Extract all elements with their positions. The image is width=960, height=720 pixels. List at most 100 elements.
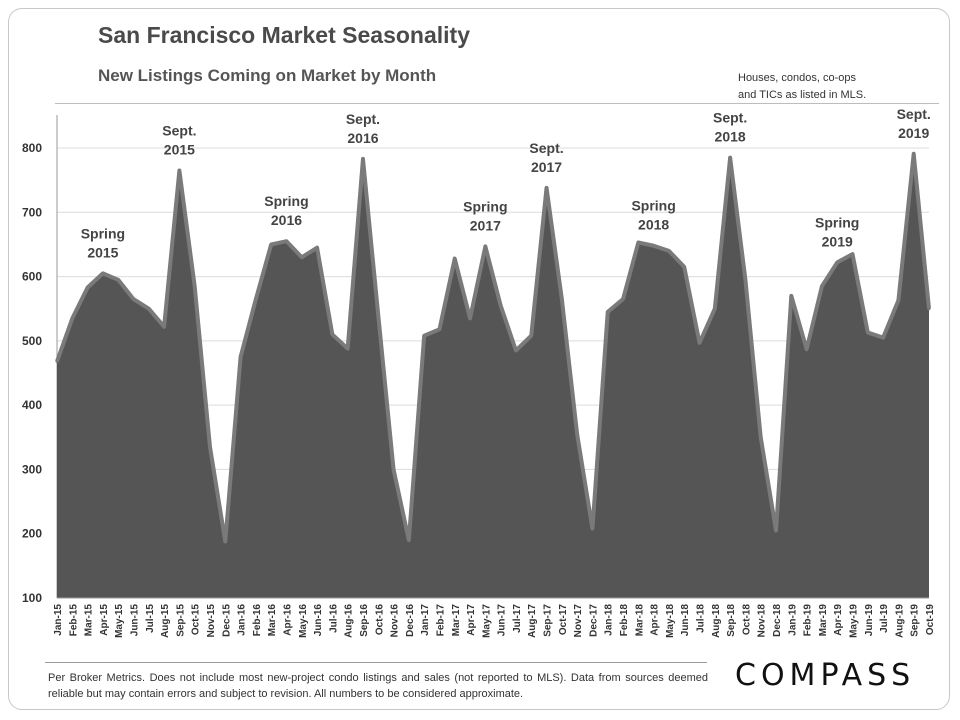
footer-divider xyxy=(45,662,707,663)
x-tick-label-Apr-18: Apr-18 xyxy=(650,604,661,636)
listings-area xyxy=(57,153,929,599)
data-point-Dec-18 xyxy=(774,529,778,532)
x-tick-label-Jun-17: Jun-17 xyxy=(497,604,508,637)
x-tick-label-Aug-18: Aug-18 xyxy=(711,604,722,638)
annotation-Sep-15-line-1: Sept. xyxy=(162,123,196,139)
x-tick-label-Jan-17: Jan-17 xyxy=(420,604,431,636)
x-tick-label-Jul-17: Jul-17 xyxy=(512,604,523,633)
chart-subtitle: New Listings Coming on Market by Month xyxy=(98,66,437,85)
y-tick-label-600: 600 xyxy=(22,270,42,284)
data-point-Sep-18 xyxy=(728,156,732,160)
data-point-Apr-16 xyxy=(284,239,288,243)
x-tick-label-Oct-15: Oct-15 xyxy=(191,604,202,636)
data-point-Jun-19 xyxy=(866,331,870,334)
data-point-Feb-17 xyxy=(437,327,441,331)
x-tick-label-May-16: May-16 xyxy=(298,604,309,638)
x-tick-label-Sep-18: Sep-18 xyxy=(726,604,737,637)
x-tick-label-Jul-18: Jul-18 xyxy=(696,604,707,633)
annotation-Sep-17-line-1: Sept. xyxy=(529,140,563,156)
data-point-Nov-15 xyxy=(208,445,212,449)
data-point-Mar-19 xyxy=(820,284,824,288)
x-tick-label-Feb-19: Feb-19 xyxy=(803,604,814,637)
annotation-Sep-17-line-2: 2017 xyxy=(531,159,562,175)
annotation-Apr-18-line-1: Spring xyxy=(631,198,675,214)
data-point-Aug-16 xyxy=(346,347,350,351)
x-tick-label-May-15: May-15 xyxy=(114,604,125,638)
annotation-Sep-16-line-2: 2016 xyxy=(347,130,378,146)
data-point-Feb-19 xyxy=(805,347,809,351)
data-point-Sep-19 xyxy=(912,152,916,156)
annotation-Apr-15-line-2: 2015 xyxy=(87,244,118,260)
x-tick-label-Oct-18: Oct-18 xyxy=(741,604,752,636)
compass-logo: COMPASS xyxy=(735,658,916,693)
y-tick-label-500: 500 xyxy=(22,334,42,348)
x-tick-label-May-18: May-18 xyxy=(665,604,676,638)
data-point-Nov-18 xyxy=(759,435,763,439)
x-tick-label-Oct-19: Oct-19 xyxy=(925,604,936,636)
data-point-Mar-18 xyxy=(636,241,640,244)
annotation-Sep-16-line-1: Sept. xyxy=(346,111,380,127)
data-point-May-19 xyxy=(851,252,855,256)
data-scope-note: Houses, condos, co-ops and TICs as liste… xyxy=(738,70,908,104)
data-point-Sep-16 xyxy=(361,157,365,161)
data-point-Jan-16 xyxy=(239,355,243,359)
data-point-Jul-17 xyxy=(514,349,518,352)
x-tick-label-Sep-17: Sep-17 xyxy=(543,604,554,637)
x-tick-label-Apr-16: Apr-16 xyxy=(282,604,293,636)
header-divider xyxy=(55,103,939,104)
data-point-Jul-16 xyxy=(330,332,334,336)
x-tick-label-Oct-16: Oct-16 xyxy=(374,604,385,636)
annotation-Apr-18-line-2: 2018 xyxy=(638,217,669,233)
data-point-Aug-17 xyxy=(529,334,533,338)
y-tick-label-400: 400 xyxy=(22,398,42,412)
annotation-Apr-16-line-2: 2016 xyxy=(271,212,302,228)
annotation-Apr-19-line-2: 2019 xyxy=(822,233,853,249)
data-point-Sep-17 xyxy=(545,186,549,190)
x-tick-label-Jan-16: Jan-16 xyxy=(237,604,248,636)
x-tick-label-Dec-17: Dec-17 xyxy=(588,604,599,637)
x-tick-label-Feb-17: Feb-17 xyxy=(435,604,446,637)
x-tick-label-Oct-17: Oct-17 xyxy=(558,604,569,636)
annotation-Sep-15-line-2: 2015 xyxy=(164,142,195,158)
page-title: San Francisco Market Seasonality xyxy=(98,22,470,48)
x-tick-label-Jan-15: Jan-15 xyxy=(53,604,64,636)
data-point-Aug-19 xyxy=(896,298,900,302)
x-tick-label-Jun-19: Jun-19 xyxy=(864,604,875,637)
y-tick-label-200: 200 xyxy=(22,527,42,541)
x-tick-label-Dec-16: Dec-16 xyxy=(405,604,416,637)
annotation-May-17-line-1: Spring xyxy=(463,198,507,214)
data-point-Feb-15 xyxy=(70,316,74,320)
x-tick-label-May-19: May-19 xyxy=(849,604,860,638)
x-tick-label-Sep-19: Sep-19 xyxy=(910,604,921,637)
data-point-Mar-15 xyxy=(86,286,90,289)
data-point-Jun-15 xyxy=(131,297,135,301)
x-tick-label-Jul-15: Jul-15 xyxy=(145,604,156,633)
data-point-May-15 xyxy=(116,278,120,282)
x-tick-label-Jun-18: Jun-18 xyxy=(680,604,691,637)
annotation-Sep-19-line-1: Sept. xyxy=(897,106,931,122)
data-point-Feb-18 xyxy=(621,297,625,301)
annotation-Sep-18-line-1: Sept. xyxy=(713,110,747,126)
x-tick-label-Aug-16: Aug-16 xyxy=(344,604,355,638)
x-tick-label-Sep-16: Sep-16 xyxy=(359,604,370,637)
data-point-May-18 xyxy=(667,249,671,253)
data-point-Aug-15 xyxy=(162,325,166,329)
data-point-Aug-18 xyxy=(713,307,717,311)
data-point-Jul-15 xyxy=(147,307,151,311)
data-point-Jun-18 xyxy=(682,265,686,269)
data-point-Jan-15 xyxy=(55,359,59,363)
annotation-Sep-18-line-2: 2018 xyxy=(715,129,746,145)
data-point-Jan-19 xyxy=(789,294,793,298)
data-point-Dec-17 xyxy=(590,527,594,531)
data-point-Dec-15 xyxy=(223,539,227,543)
y-tick-label-300: 300 xyxy=(22,462,42,476)
x-tick-label-Feb-15: Feb-15 xyxy=(68,604,79,637)
source-footnote: Per Broker Metrics. Does not include mos… xyxy=(48,672,708,700)
data-point-Nov-16 xyxy=(392,467,396,471)
x-tick-label-Mar-16: Mar-16 xyxy=(267,604,278,637)
data-point-May-16 xyxy=(300,255,304,259)
annotation-Apr-16-line-1: Spring xyxy=(264,193,308,209)
y-tick-label-800: 800 xyxy=(22,141,42,155)
data-point-Jul-19 xyxy=(881,336,885,340)
data-point-Nov-17 xyxy=(575,432,579,436)
